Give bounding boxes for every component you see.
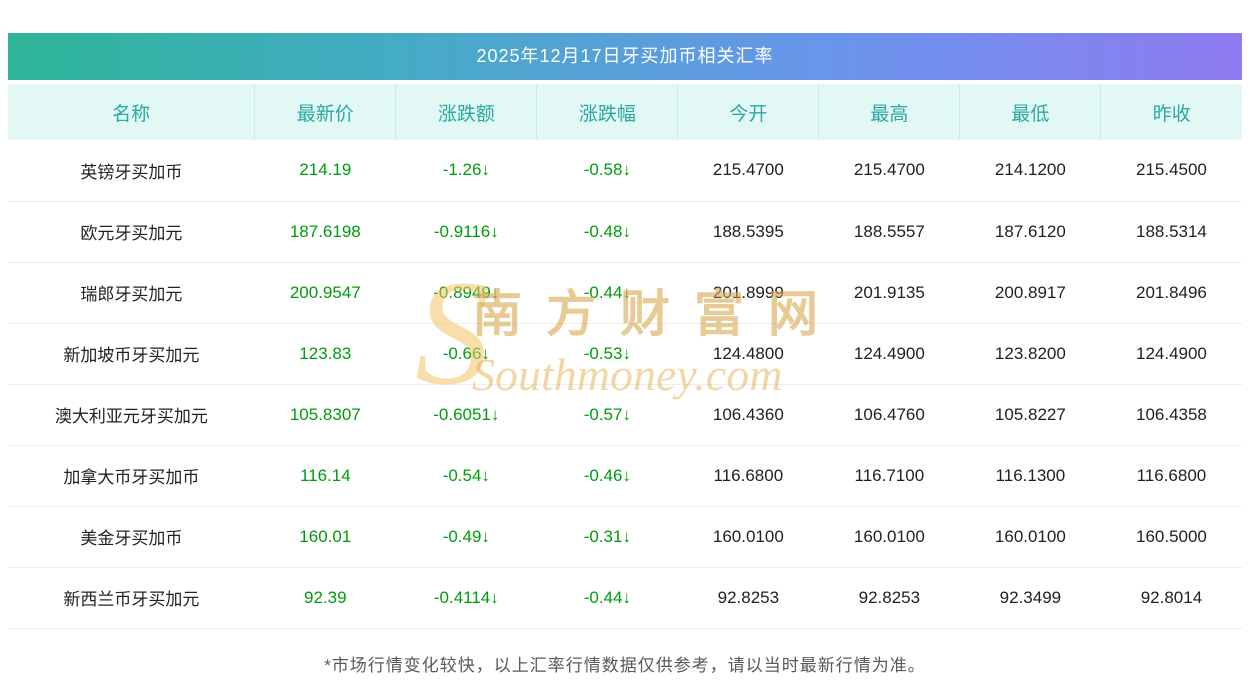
cell-name: 澳大利亚元牙买加元: [8, 384, 255, 446]
cell-latest: 123.83: [254, 323, 396, 385]
cell-high: 92.8253: [818, 567, 960, 629]
cell-change: -0.66↓: [395, 323, 537, 385]
cell-open: 201.8999: [677, 262, 819, 324]
cell-latest: 160.01: [254, 506, 396, 568]
column-header-latest: 最新价: [254, 84, 396, 140]
cell-name: 瑞郎牙买加元: [8, 262, 255, 324]
cell-prev_close: 106.4358: [1100, 384, 1242, 446]
page-title: 2025年12月17日牙买加币相关汇率: [8, 33, 1242, 80]
cell-latest: 200.9547: [254, 262, 396, 324]
table-row: 瑞郎牙买加元 200.9547 -0.8949↓ -0.44↓ 201.8999 201.…: [8, 262, 1242, 324]
cell-change_pct: -0.48↓: [536, 201, 678, 263]
exchange-rate-table: 名称 最新价 涨跌额 涨跌幅 今开 最高 最低 昨收 英镑牙买加币 214.19 -1.26↓ -0…: [8, 84, 1242, 629]
cell-high: 188.5557: [818, 201, 960, 263]
cell-prev_close: 188.5314: [1100, 201, 1242, 263]
cell-change_pct: -0.44↓: [536, 262, 678, 324]
cell-name: 新西兰币牙买加元: [8, 567, 255, 629]
column-header-name: 名称: [8, 84, 255, 140]
cell-prev_close: 201.8496: [1100, 262, 1242, 324]
column-header-low: 最低: [959, 84, 1101, 140]
cell-latest: 105.8307: [254, 384, 396, 446]
cell-low: 92.3499: [959, 567, 1101, 629]
cell-latest: 187.6198: [254, 201, 396, 263]
cell-change: -0.4114↓: [395, 567, 537, 629]
cell-low: 200.8917: [959, 262, 1101, 324]
table-row: 欧元牙买加元 187.6198 -0.9116↓ -0.48↓ 188.5395 188.…: [8, 201, 1242, 263]
cell-low: 160.0100: [959, 506, 1101, 568]
cell-low: 187.6120: [959, 201, 1101, 263]
cell-prev_close: 92.8014: [1100, 567, 1242, 629]
cell-name: 英镑牙买加币: [8, 140, 255, 202]
cell-change_pct: -0.44↓: [536, 567, 678, 629]
cell-prev_close: 160.5000: [1100, 506, 1242, 568]
cell-name: 美金牙买加币: [8, 506, 255, 568]
cell-prev_close: 124.4900: [1100, 323, 1242, 385]
cell-low: 123.8200: [959, 323, 1101, 385]
cell-open: 124.4800: [677, 323, 819, 385]
cell-latest: 116.14: [254, 445, 396, 507]
cell-change: -1.26↓: [395, 140, 537, 202]
column-header-open: 今开: [677, 84, 819, 140]
cell-change_pct: -0.58↓: [536, 140, 678, 202]
cell-name: 欧元牙买加元: [8, 201, 255, 263]
cell-high: 201.9135: [818, 262, 960, 324]
table-body: 英镑牙买加币 214.19 -1.26↓ -0.58↓ 215.4700 215.4700…: [8, 140, 1242, 629]
disclaimer-note: *市场行情变化较快，以上汇率行情数据仅供参考，请以当时最新行情为准。: [324, 655, 926, 675]
cell-name: 加拿大币牙买加币: [8, 445, 255, 507]
cell-change: -0.6051↓: [395, 384, 537, 446]
cell-open: 106.4360: [677, 384, 819, 446]
column-header-high: 最高: [818, 84, 960, 140]
cell-open: 188.5395: [677, 201, 819, 263]
cell-change_pct: -0.31↓: [536, 506, 678, 568]
cell-change: -0.54↓: [395, 445, 537, 507]
cell-open: 116.6800: [677, 445, 819, 507]
cell-high: 124.4900: [818, 323, 960, 385]
cell-change_pct: -0.46↓: [536, 445, 678, 507]
cell-change: -0.49↓: [395, 506, 537, 568]
column-header-prev_close: 昨收: [1100, 84, 1242, 140]
cell-latest: 92.39: [254, 567, 396, 629]
table-row: 加拿大币牙买加币 116.14 -0.54↓ -0.46↓ 116.6800 116.71…: [8, 445, 1242, 507]
cell-open: 92.8253: [677, 567, 819, 629]
cell-high: 116.7100: [818, 445, 960, 507]
cell-latest: 214.19: [254, 140, 396, 202]
cell-prev_close: 215.4500: [1100, 140, 1242, 202]
cell-name: 新加坡币牙买加元: [8, 323, 255, 385]
table-header-row: 名称 最新价 涨跌额 涨跌幅 今开 最高 最低 昨收: [8, 84, 1242, 140]
cell-change_pct: -0.57↓: [536, 384, 678, 446]
table-row: 新西兰币牙买加元 92.39 -0.4114↓ -0.44↓ 92.8253 92.825…: [8, 567, 1242, 629]
table-row: 英镑牙买加币 214.19 -1.26↓ -0.58↓ 215.4700 215.4700…: [8, 140, 1242, 202]
column-header-change: 涨跌额: [395, 84, 537, 140]
cell-open: 160.0100: [677, 506, 819, 568]
table-row: 澳大利亚元牙买加元 105.8307 -0.6051↓ -0.57↓ 106.4360 1…: [8, 384, 1242, 446]
cell-low: 116.1300: [959, 445, 1101, 507]
cell-high: 215.4700: [818, 140, 960, 202]
table-row: 新加坡币牙买加元 123.83 -0.66↓ -0.53↓ 124.4800 124.49…: [8, 323, 1242, 385]
cell-change: -0.9116↓: [395, 201, 537, 263]
table-row: 美金牙买加币 160.01 -0.49↓ -0.31↓ 160.0100 160.0100…: [8, 506, 1242, 568]
cell-high: 160.0100: [818, 506, 960, 568]
cell-high: 106.4760: [818, 384, 960, 446]
cell-prev_close: 116.6800: [1100, 445, 1242, 507]
cell-change: -0.8949↓: [395, 262, 537, 324]
cell-low: 105.8227: [959, 384, 1101, 446]
cell-open: 215.4700: [677, 140, 819, 202]
column-header-change_pct: 涨跌幅: [536, 84, 678, 140]
cell-change_pct: -0.53↓: [536, 323, 678, 385]
cell-low: 214.1200: [959, 140, 1101, 202]
